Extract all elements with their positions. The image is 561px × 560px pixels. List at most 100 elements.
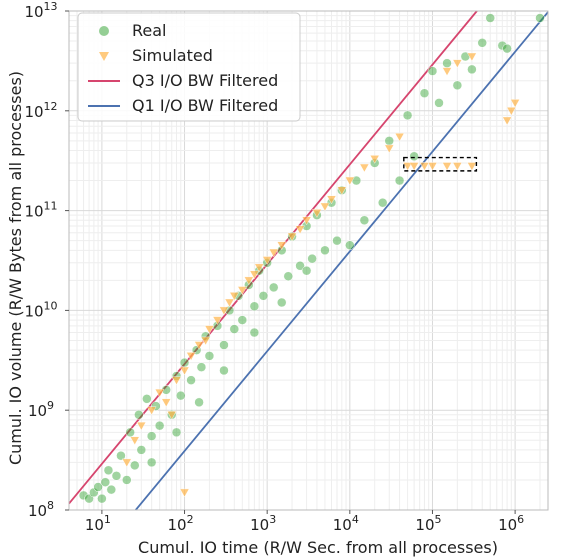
real-point (345, 240, 355, 250)
real-point (320, 245, 330, 256)
real-point (409, 151, 419, 162)
simulated-point (384, 144, 395, 154)
legend-label-q3: Q3 I/O BW Filtered (132, 71, 278, 90)
real-point (229, 324, 240, 334)
simulated-point (320, 202, 330, 212)
simulated-point (409, 162, 419, 171)
simulated-point (179, 366, 190, 376)
real-point (204, 351, 215, 361)
real-point (427, 66, 438, 76)
simulated-point (326, 195, 337, 205)
simulated-point (249, 270, 260, 280)
real-point (176, 390, 186, 401)
x-tick-label: 105 (415, 513, 441, 534)
real-point (535, 13, 545, 23)
simulated-point (502, 116, 512, 126)
real-point (301, 265, 312, 276)
simulated-point (254, 263, 265, 273)
x-tick-label: 104 (333, 513, 359, 534)
legend-marker-simulated (99, 52, 109, 61)
simulated-point (204, 325, 215, 334)
simulated-point (442, 162, 452, 171)
real-point (237, 315, 248, 325)
real-point (283, 271, 294, 281)
simulated-point (212, 316, 223, 325)
simulated-point (427, 162, 438, 171)
simulated-point (224, 298, 235, 308)
y-axis-label: Cumul. IO volume (R/W Bytes from all pro… (6, 71, 25, 465)
real-point (384, 136, 395, 146)
y-tick-label: 108 (28, 499, 54, 520)
reference-line (68, 10, 478, 505)
simulated-point (179, 488, 190, 498)
x-tick-label: 102 (167, 513, 193, 534)
simulated-point (452, 59, 463, 69)
legend-marker-real (99, 26, 109, 36)
reference-lines (68, 10, 549, 511)
real-point (377, 197, 388, 208)
real-point (106, 484, 117, 495)
real-point (93, 482, 103, 492)
real-point (434, 98, 444, 108)
x-tick-label: 103 (250, 513, 276, 534)
real-point (142, 394, 152, 404)
real-point (103, 465, 114, 476)
real-point (146, 431, 157, 441)
real-point (130, 460, 140, 471)
real-point (122, 475, 132, 485)
real-point (419, 88, 430, 98)
simulated-point (336, 186, 347, 196)
real-point (78, 490, 89, 501)
simulated-point (287, 232, 297, 242)
real-point (249, 327, 260, 338)
simulated-point (295, 225, 305, 235)
real-point (136, 445, 147, 455)
simulated-point (510, 99, 520, 108)
y-tick-label: 1011 (24, 200, 57, 221)
simulated-point (121, 458, 132, 468)
simulated-point (262, 256, 273, 265)
real-point (359, 215, 370, 226)
y-tick-label: 1012 (24, 100, 57, 121)
real-point (276, 297, 287, 308)
real-point (485, 13, 495, 23)
simulated-point (154, 388, 165, 398)
x-tick-label: 101 (85, 513, 111, 534)
simulated-point (276, 241, 287, 251)
real-point (467, 64, 477, 75)
real-point (171, 427, 182, 438)
real-point (179, 357, 190, 368)
simulated-point (312, 209, 322, 218)
real-point (497, 40, 508, 51)
simulated-point (186, 352, 196, 361)
real-point (502, 43, 512, 54)
simulated-point (244, 276, 254, 286)
real-point (268, 282, 279, 293)
simulated-point (301, 216, 312, 226)
simulated-point (452, 162, 463, 171)
simulated-point (219, 306, 229, 316)
y-axis-ticks: 108 109 1010 1011 1012 1013 (24, 0, 69, 520)
simulated-point (442, 67, 452, 76)
simulated-point (194, 341, 204, 350)
real-point (146, 457, 157, 468)
simulated-point (171, 376, 182, 386)
legend: Real Simulated Q3 I/O BW Filtered Q1 I/O… (77, 12, 301, 122)
real-point (111, 471, 122, 481)
plot-frame (68, 10, 549, 511)
real-point (134, 410, 144, 420)
simulated-point (394, 133, 405, 142)
legend-label-real: Real (132, 21, 167, 40)
real-point (442, 58, 452, 68)
real-point (154, 420, 165, 431)
real-point (258, 291, 269, 301)
simulated-point (506, 107, 517, 116)
real-point (97, 493, 107, 504)
real-point (194, 397, 204, 408)
data-points (78, 13, 545, 504)
y-tick-label: 109 (28, 399, 54, 420)
x-tick-label: 106 (498, 513, 524, 534)
legend-box (77, 12, 301, 122)
real-point (307, 253, 317, 264)
legend-label-q1: Q1 I/O BW Filtered (132, 96, 278, 115)
